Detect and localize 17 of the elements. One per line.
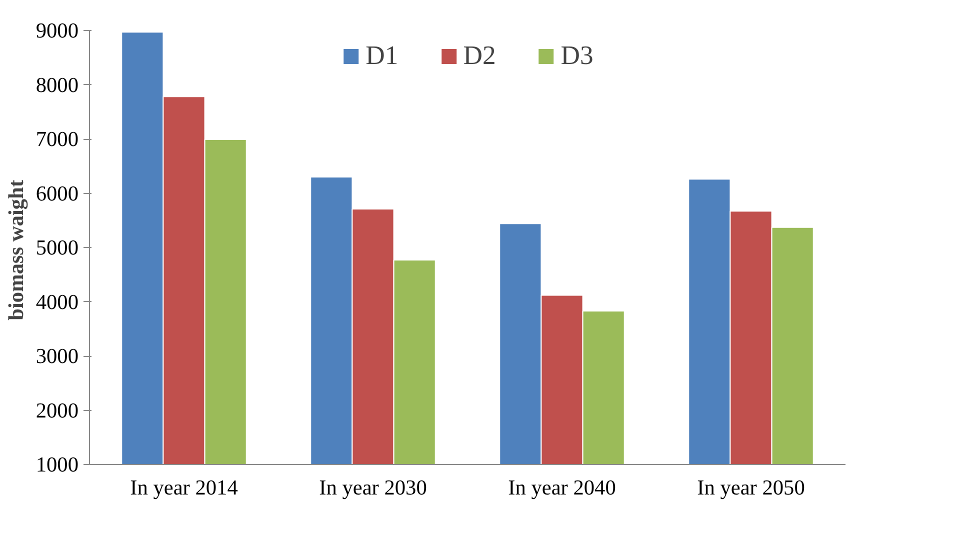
y-axis-title: biomass waight — [4, 179, 28, 320]
x-tick-label: In year 2030 — [319, 476, 427, 500]
y-tick-label: 1000 — [36, 452, 78, 476]
x-tick-label: In year 2050 — [697, 476, 805, 500]
y-tick-label: 3000 — [36, 344, 78, 368]
y-tick-label: 6000 — [36, 181, 78, 206]
x-tick-label: In year 2014 — [130, 476, 238, 500]
y-tick-label: 5000 — [36, 236, 78, 260]
y-tick-label: 9000 — [36, 18, 78, 42]
legend-label: D1 — [366, 40, 398, 71]
legend-label: D3 — [560, 40, 594, 71]
y-tick-label: 8000 — [36, 72, 78, 97]
y-tick-label: 2000 — [36, 398, 78, 422]
y-tick-label: 7000 — [36, 127, 78, 151]
y-tick-label: 4000 — [36, 290, 78, 314]
x-tick-label: In year 2040 — [508, 476, 616, 500]
legend-label: D2 — [463, 40, 496, 71]
